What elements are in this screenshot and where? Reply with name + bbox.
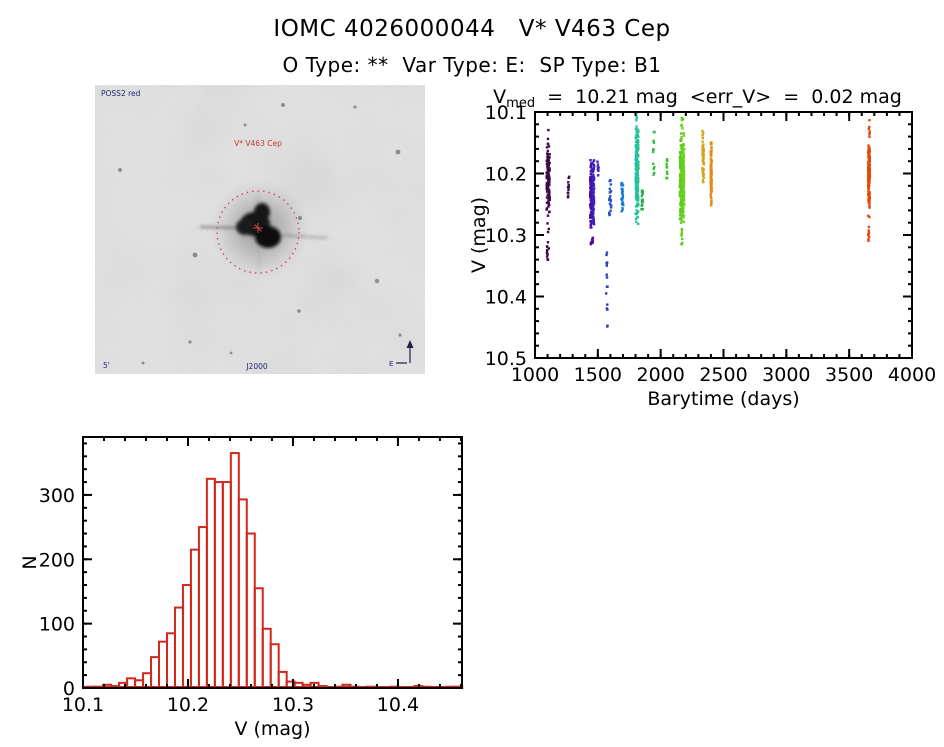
coords-label: J2000 bbox=[245, 362, 268, 371]
x-tick-label: 10.2 bbox=[167, 694, 209, 716]
x-tick-label: 4000 bbox=[888, 364, 936, 386]
x-tick-label: 2500 bbox=[699, 364, 747, 386]
lc-title-sub: med bbox=[506, 96, 536, 111]
east-label: E bbox=[389, 360, 393, 368]
histogram-plot: 10.1 10.2 10.3 10.4 0 100 200 300 V (mag) N bbox=[20, 436, 464, 740]
lightcurve-plot: 1000 1500 2000 2500 3000 3500 4000 10.1 10.2 10.3… bbox=[468, 102, 936, 410]
y-tick-label: 300 bbox=[39, 485, 75, 507]
field-star-dot bbox=[398, 333, 402, 337]
field-star-dot bbox=[297, 309, 301, 313]
x-tick-label: 3500 bbox=[825, 364, 873, 386]
field-star-dot bbox=[395, 149, 401, 155]
x-tick-label: 10.4 bbox=[377, 694, 419, 716]
x-tick-label: 10.1 bbox=[62, 694, 104, 716]
axes bbox=[534, 111, 913, 359]
scale-label: 5' bbox=[103, 361, 110, 370]
field-star-dot bbox=[243, 123, 247, 127]
lightcurve-title: Vmed = 10.21 mag <err_V> = 0.02 mag bbox=[455, 86, 940, 111]
star-name-label: V* V463 Cep bbox=[234, 139, 282, 148]
y-tick-label: 200 bbox=[39, 549, 75, 571]
field-star-dot bbox=[188, 340, 192, 344]
field-star-dot bbox=[192, 252, 198, 258]
axes bbox=[82, 436, 463, 689]
y-tick-label: 0 bbox=[63, 678, 75, 700]
y-tick-label: 100 bbox=[39, 614, 75, 636]
field-stars bbox=[118, 103, 402, 365]
y-tick-label: 10.4 bbox=[485, 287, 527, 309]
target-cross-marker bbox=[253, 223, 263, 233]
y-tick-label: 10.5 bbox=[485, 348, 527, 370]
lightcurve-points bbox=[545, 111, 872, 328]
y-tick-label: 10.3 bbox=[485, 225, 527, 247]
x-axis-label: Barytime (days) bbox=[647, 388, 799, 410]
y-axis-label: N bbox=[20, 555, 41, 569]
x-axis-label: V (mag) bbox=[234, 718, 310, 740]
x-tick-label: 10.3 bbox=[272, 694, 314, 716]
aperture-circle bbox=[216, 190, 300, 274]
field-star-dot bbox=[353, 105, 357, 109]
page-subtitle: O Type: ** Var Type: E: SP Type: B1 bbox=[282, 53, 662, 77]
lc-title-rest: = 10.21 mag <err_V> = 0.02 mag bbox=[535, 86, 902, 108]
lc-title-v: V bbox=[493, 86, 507, 108]
survey-label: POSS2 red bbox=[101, 89, 141, 98]
compass bbox=[396, 340, 414, 364]
field-star-dot bbox=[229, 351, 233, 355]
field-star-dot bbox=[374, 278, 380, 284]
finding-chart-image: POSS2 red V* V463 Cep 5' J2000 E bbox=[95, 85, 425, 374]
field-star-dot bbox=[118, 168, 122, 172]
x-tick-label: 2000 bbox=[636, 364, 684, 386]
field-star-dot bbox=[141, 361, 145, 365]
x-tick-label: 1500 bbox=[574, 364, 622, 386]
field-star-dot bbox=[281, 103, 285, 107]
page-title: IOMC 4026000044 V* V463 Cep bbox=[273, 16, 671, 42]
x-tick-label: 3000 bbox=[762, 364, 810, 386]
y-tick-label: 10.2 bbox=[485, 164, 527, 186]
x-tick-label: 1000 bbox=[511, 364, 559, 386]
y-axis-label: V (mag) bbox=[468, 197, 490, 273]
y-tick-label: 10.1 bbox=[485, 102, 527, 124]
histogram-bars bbox=[83, 452, 464, 690]
